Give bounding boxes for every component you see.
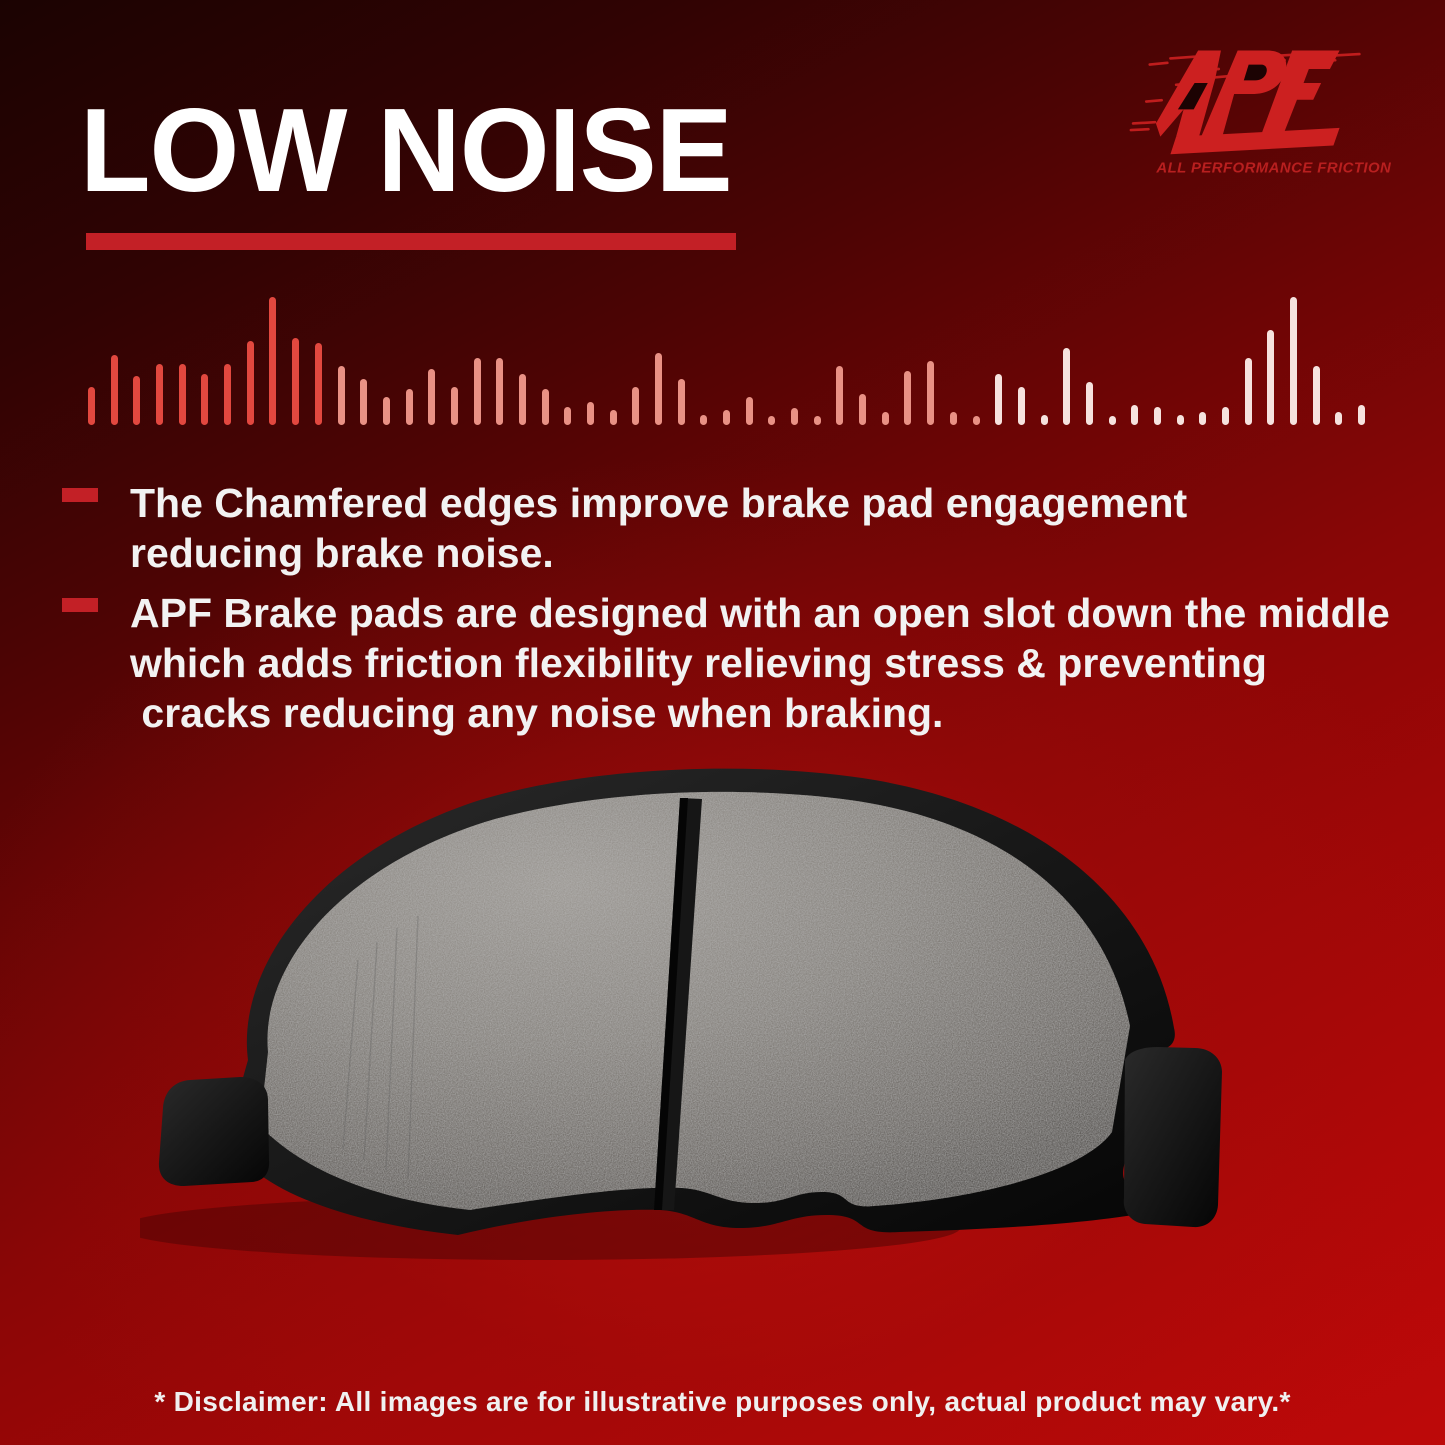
svg-text:ALL PERFORMANCE FRICTION: ALL PERFORMANCE FRICTION — [1155, 160, 1392, 177]
